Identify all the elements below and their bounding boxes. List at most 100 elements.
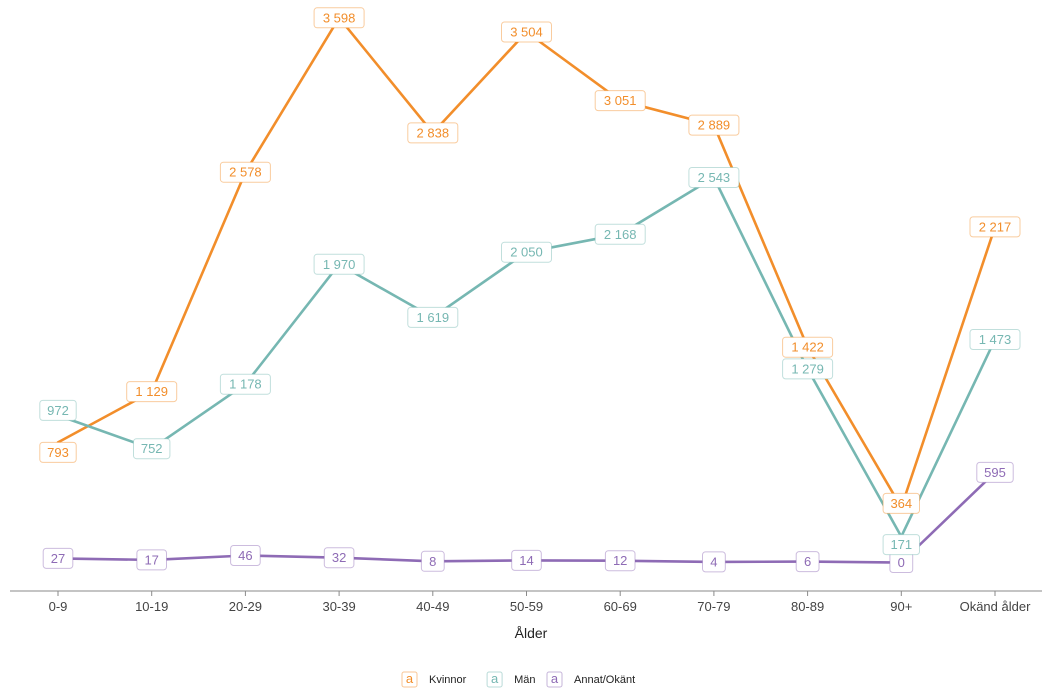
x-tick-label: 20-29 bbox=[229, 599, 262, 614]
data-label-box bbox=[39, 399, 77, 421]
data-label-kvinnor: 793 bbox=[39, 441, 77, 463]
x-tick-label: 70-79 bbox=[697, 599, 730, 614]
data-label-box bbox=[882, 534, 920, 556]
data-label-text: 2 578 bbox=[229, 165, 262, 180]
series-line-annat-okant bbox=[56, 471, 997, 564]
data-label-box bbox=[795, 551, 820, 573]
data-label-box bbox=[782, 358, 834, 380]
data-label-box bbox=[323, 547, 355, 569]
x-tick-label: Okänd ålder bbox=[960, 599, 1031, 614]
data-label-man: 171 bbox=[882, 534, 920, 556]
data-label-kvinnor: 3 598 bbox=[313, 7, 365, 29]
data-label-kvinnor: 1 129 bbox=[126, 381, 178, 403]
legend-key-glyph: a bbox=[491, 671, 499, 686]
x-tick-label: 60-69 bbox=[604, 599, 637, 614]
data-label-box bbox=[42, 547, 74, 569]
data-label-text: 595 bbox=[984, 465, 1006, 480]
data-label-text: 972 bbox=[47, 403, 69, 418]
data-label-box bbox=[594, 90, 646, 112]
data-label-text: 2 838 bbox=[417, 125, 450, 140]
data-label-box bbox=[969, 216, 1021, 238]
data-label-man: 972 bbox=[39, 399, 77, 421]
data-label-man: 752 bbox=[133, 438, 171, 460]
data-label-box bbox=[969, 329, 1021, 350]
data-label-man: 1 970 bbox=[313, 253, 365, 275]
data-label-box bbox=[511, 549, 542, 571]
data-label-text: 1 279 bbox=[791, 361, 824, 376]
x-axis-title: Ålder bbox=[515, 625, 548, 641]
data-label-annat-okant: 8 bbox=[420, 550, 445, 572]
data-label-annat-okant: 4 bbox=[702, 551, 726, 573]
data-label-box bbox=[407, 122, 459, 144]
data-label-text: 364 bbox=[890, 496, 912, 511]
data-label-text: 793 bbox=[47, 445, 69, 460]
data-label-text: 1 619 bbox=[417, 310, 450, 325]
data-label-text: 14 bbox=[519, 553, 533, 568]
data-label-kvinnor: 2 838 bbox=[407, 122, 459, 144]
data-label-text: 1 129 bbox=[135, 384, 168, 399]
data-label-kvinnor: 364 bbox=[882, 492, 920, 514]
x-tick-label: 10-19 bbox=[135, 599, 168, 614]
data-label-text: 12 bbox=[613, 553, 627, 568]
data-label-text: 2 543 bbox=[698, 170, 731, 185]
x-tick-label: 50-59 bbox=[510, 599, 543, 614]
legend-item-man: a Män bbox=[486, 671, 536, 688]
data-label-box bbox=[501, 241, 552, 263]
data-label-kvinnor: 3 051 bbox=[594, 90, 646, 112]
data-label-text: 2 217 bbox=[979, 219, 1012, 234]
data-label-annat-okant: 27 bbox=[42, 547, 74, 569]
data-label-kvinnor: 3 504 bbox=[501, 21, 552, 43]
x-tick-label: 0-9 bbox=[49, 599, 68, 614]
legend-key-glyph: a bbox=[406, 671, 414, 686]
data-label-box bbox=[136, 549, 167, 571]
x-tick-label: 30-39 bbox=[322, 599, 355, 614]
data-label-box bbox=[230, 545, 261, 566]
data-label-text: 171 bbox=[890, 537, 912, 552]
data-label-annat-okant: 14 bbox=[511, 549, 542, 571]
data-label-box bbox=[688, 114, 740, 136]
legend-label: Män bbox=[514, 674, 535, 686]
legend-item-annat-okant: a Annat/Okänt bbox=[546, 671, 635, 688]
data-label-man: 1 619 bbox=[407, 306, 459, 328]
x-tick-label: 80-89 bbox=[791, 599, 824, 614]
data-label-text: 3 051 bbox=[604, 93, 637, 108]
legend-label: Annat/Okänt bbox=[574, 674, 635, 686]
data-label-annat-okant: 595 bbox=[976, 461, 1014, 483]
data-label-text: 1 473 bbox=[979, 332, 1012, 347]
data-label-kvinnor: 1 422 bbox=[782, 336, 834, 358]
legend-label: Kvinnor bbox=[429, 674, 467, 686]
data-label-text: 0 bbox=[898, 555, 905, 570]
legend-key-glyph: a bbox=[551, 671, 559, 686]
legend-key bbox=[486, 671, 503, 688]
series-layer bbox=[56, 16, 997, 564]
data-label-box bbox=[976, 461, 1014, 483]
data-label-text: 6 bbox=[804, 554, 811, 569]
x-tick-label: 90+ bbox=[890, 599, 912, 614]
data-label-text: 46 bbox=[238, 548, 252, 563]
data-label-annat-okant: 17 bbox=[136, 549, 167, 571]
data-label-annat-okant: 0 bbox=[889, 552, 914, 573]
legend-item-kvinnor: a Kvinnor bbox=[401, 671, 467, 688]
data-label-box bbox=[219, 161, 271, 183]
data-label-text: 3 598 bbox=[323, 10, 356, 25]
data-label-text: 4 bbox=[710, 554, 717, 569]
data-label-man: 1 279 bbox=[782, 358, 834, 380]
data-label-man: 2 168 bbox=[594, 223, 646, 245]
data-label-box bbox=[420, 550, 445, 572]
data-label-annat-okant: 32 bbox=[323, 547, 355, 569]
data-label-box bbox=[882, 492, 920, 514]
series-line-man bbox=[56, 176, 997, 538]
data-label-text: 3 504 bbox=[510, 25, 543, 40]
data-label-text: 32 bbox=[332, 550, 346, 565]
legend: a Kvinnor a Män a Annat/Okänt bbox=[401, 671, 635, 688]
data-label-box bbox=[604, 550, 636, 572]
data-label-box bbox=[313, 7, 365, 29]
data-label-text: 1 178 bbox=[229, 377, 262, 392]
data-label-text: 8 bbox=[429, 554, 436, 569]
data-label-box bbox=[688, 167, 740, 188]
data-label-box bbox=[782, 336, 834, 358]
data-label-box bbox=[313, 253, 365, 275]
